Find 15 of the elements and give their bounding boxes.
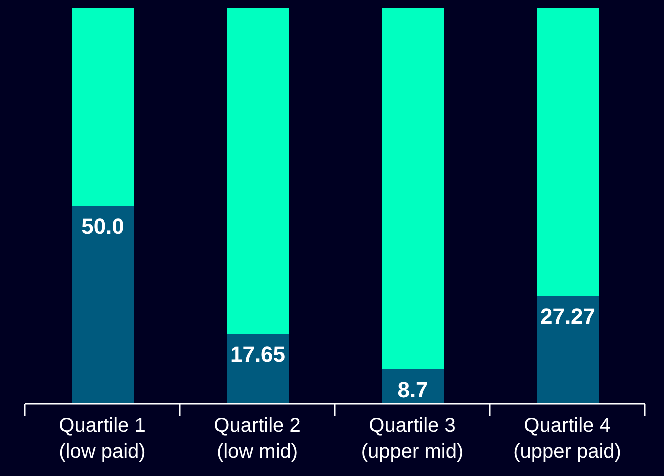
bar	[227, 334, 289, 404]
bar	[72, 8, 134, 206]
bar	[537, 8, 599, 296]
data-label: 8.7	[398, 377, 428, 402]
x-tick-label: Quartile 4 (upper paid)	[514, 415, 622, 463]
x-tick-label: Quartile 2 (low mid)	[214, 415, 301, 463]
data-label: 27.27	[540, 304, 596, 329]
x-tick-label: Quartile 3 (upper mid)	[361, 415, 464, 463]
bar	[382, 8, 444, 370]
bar	[537, 296, 599, 404]
x-tick-label: Quartile 1 (low paid)	[59, 415, 146, 463]
data-label: 50.0	[82, 214, 124, 239]
bar	[227, 8, 289, 334]
bar	[72, 206, 134, 404]
data-label: 17.65	[230, 342, 286, 367]
